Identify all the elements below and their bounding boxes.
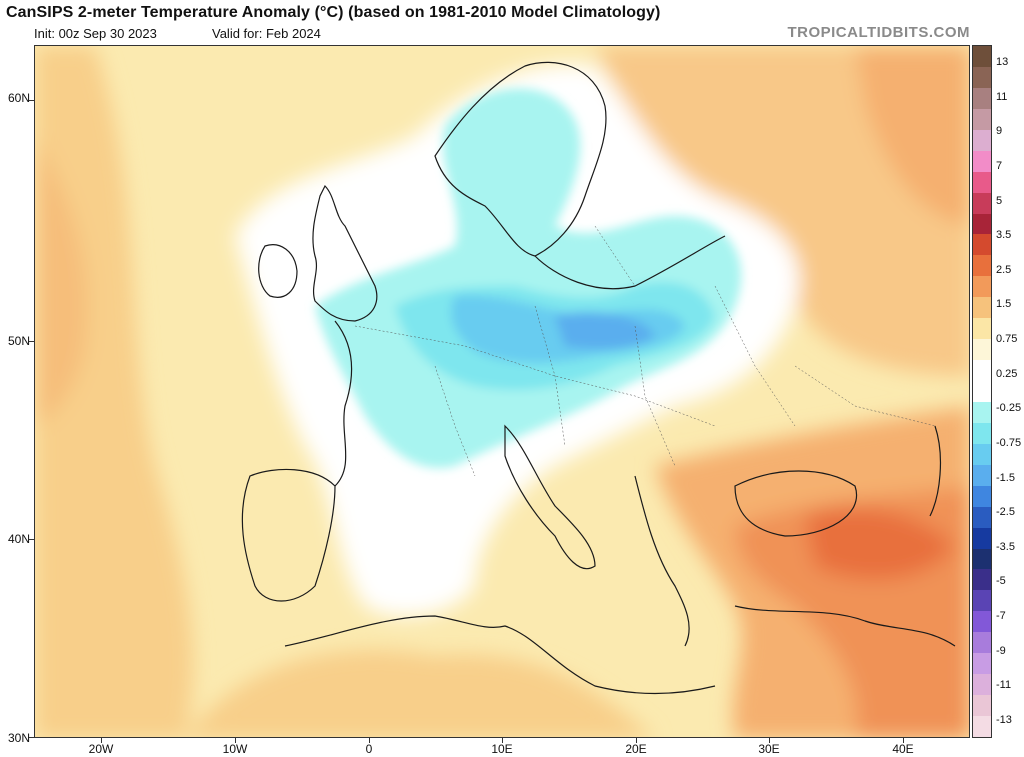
colorbar-swatch — [973, 276, 991, 298]
lon-tick — [903, 738, 904, 743]
lat-label-40n: 40N — [7, 532, 30, 546]
colorbar-label: -3.5 — [996, 540, 1015, 553]
init-time: Init: 00z Sep 30 2023 — [34, 26, 157, 41]
colorbar-label: 2.5 — [996, 263, 1012, 276]
lat-label-60n: 60N — [7, 91, 30, 105]
colorbar-label: 3.5 — [996, 229, 1012, 242]
colorbar-swatch — [973, 213, 991, 235]
colorbar-label: 9 — [996, 125, 1003, 138]
colorbar-label: -0.75 — [996, 436, 1022, 449]
colorbar-swatch — [973, 653, 991, 675]
lon-label-30e: 30E — [758, 742, 780, 756]
colorbar-swatch — [973, 150, 991, 172]
colorbar — [972, 45, 992, 738]
lon-tick — [101, 738, 102, 743]
colorbar-swatch — [973, 548, 991, 570]
colorbar-swatch — [973, 632, 991, 654]
colorbar-swatch — [973, 360, 991, 381]
anomaly-map — [34, 45, 970, 738]
lon-tick — [636, 738, 637, 743]
colorbar-swatch — [973, 590, 991, 612]
colorbar-label: 13 — [996, 56, 1009, 68]
colorbar-swatch — [973, 255, 991, 277]
lon-tick — [369, 738, 370, 743]
colorbar-swatch — [973, 108, 991, 130]
colorbar-swatch — [973, 422, 991, 444]
lon-tick — [502, 738, 503, 743]
colorbar-label: -2.5 — [996, 506, 1015, 519]
lon-label-10w: 10W — [222, 742, 248, 756]
colorbar-label: 0.25 — [996, 367, 1018, 380]
colorbar-swatch — [973, 339, 991, 361]
colorbar-label: -9 — [996, 644, 1006, 657]
colorbar-swatch — [973, 527, 991, 549]
colorbar-label: -1.5 — [996, 471, 1015, 484]
colorbar-swatch — [973, 318, 991, 340]
colorbar-swatch — [973, 485, 991, 507]
lon-tick — [235, 738, 236, 743]
colorbar-label: -11 — [996, 679, 1012, 692]
colorbar-label: 1.5 — [996, 298, 1012, 311]
colorbar-label: 5 — [996, 194, 1003, 207]
lat-tick — [29, 539, 34, 540]
colorbar-swatch — [973, 129, 991, 151]
colorbar-swatch — [973, 87, 991, 109]
colorbar-swatch — [973, 46, 991, 67]
colorbar-swatch — [973, 716, 991, 737]
colorbar-swatch — [973, 443, 991, 465]
lon-label-20e: 20E — [625, 742, 647, 756]
lat-label-30n: 30N — [7, 731, 30, 745]
colorbar-swatch — [973, 674, 991, 696]
lat-label-50n: 50N — [7, 334, 30, 348]
colorbar-swatch — [973, 464, 991, 486]
colorbar-label: -7 — [996, 610, 1006, 623]
lat-tick — [29, 100, 34, 101]
admin-boundaries — [354, 225, 936, 477]
colorbar-label: 0.75 — [996, 333, 1018, 346]
colorbar-label: -0.25 — [996, 402, 1022, 415]
colorbar-swatch — [973, 66, 991, 88]
lon-label-20w: 20W — [88, 742, 114, 756]
colorbar-swatch — [973, 695, 991, 716]
lat-tick — [29, 737, 34, 738]
lon-label-0: 0 — [365, 742, 373, 756]
colorbar-swatch — [973, 297, 991, 319]
colorbar-swatch — [973, 381, 991, 402]
colorbar-label: -5 — [996, 575, 1006, 588]
map-canvas — [35, 46, 969, 737]
colorbar-swatch — [973, 569, 991, 591]
colorbar-swatch — [973, 401, 991, 423]
colorbar-swatch — [973, 506, 991, 528]
brand-watermark: TROPICALTIDBITS.COM — [787, 24, 970, 41]
colorbar-label: -13 — [996, 714, 1012, 726]
colorbar-swatch — [973, 234, 991, 256]
lon-tick — [769, 738, 770, 743]
colorbar-label: 7 — [996, 159, 1003, 172]
colorbar-swatch — [973, 171, 991, 193]
lat-tick — [29, 341, 34, 342]
lon-label-10e: 10E — [491, 742, 513, 756]
colorbar-swatch — [973, 192, 991, 214]
chart-title: CanSIPS 2-meter Temperature Anomaly (°C)… — [6, 4, 661, 21]
colorbar-swatch — [973, 611, 991, 633]
lon-label-40e: 40E — [892, 742, 914, 756]
valid-time: Valid for: Feb 2024 — [212, 26, 321, 41]
colorbar-label: 11 — [996, 90, 1008, 103]
